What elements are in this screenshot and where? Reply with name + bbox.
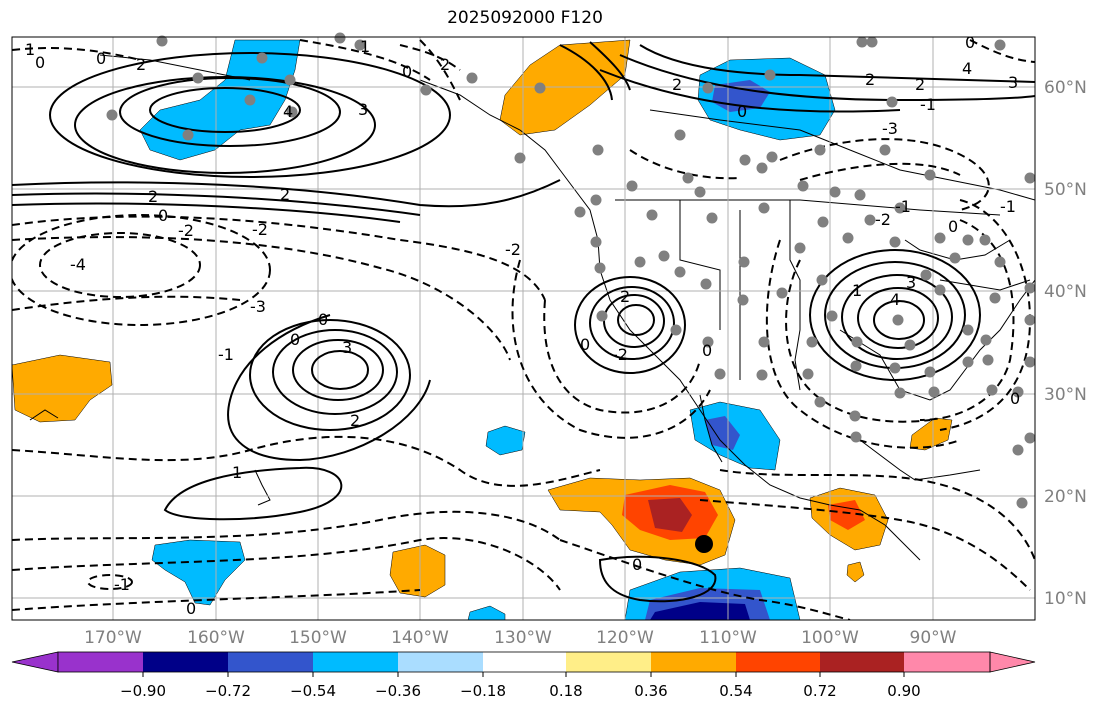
colorbar-segment [398, 652, 483, 672]
colorbar-tick: −0.36 [375, 682, 421, 700]
contour-label: 4 [283, 102, 293, 121]
contour-label: 3 [1008, 73, 1018, 92]
map-frame [11, 36, 1036, 621]
lon-label: 140°W [391, 628, 449, 648]
lon-label: 120°W [596, 628, 654, 648]
contour-label: 2 [350, 411, 360, 430]
contour-label: -2 [612, 345, 628, 364]
latitude-labels: 60°N 50°N 40°N 30°N 20°N 10°N [1044, 78, 1087, 609]
contour-label: 0 [186, 599, 196, 618]
colorbar-segment [904, 652, 990, 672]
colorbar-segment [651, 652, 736, 672]
contour-label: 0 [96, 49, 106, 68]
contour-label: 2 [672, 75, 682, 94]
contour-label: 0 [1010, 389, 1020, 408]
contour-label: 0 [580, 335, 590, 354]
contour-label: -2 [875, 210, 891, 229]
contour-label: 2 [148, 187, 158, 206]
contour-label: 0 [402, 62, 412, 81]
contour-label: 4 [962, 59, 972, 78]
contour-label: -4 [70, 255, 86, 274]
colorbar-tick: 0.18 [549, 682, 582, 700]
contour-label: 2 [136, 55, 146, 74]
colorbar-segment [736, 652, 820, 672]
contour-label: 4 [890, 290, 900, 309]
lon-label: 150°W [289, 628, 347, 648]
lon-label: 130°W [494, 628, 552, 648]
contour-label: 0 [965, 33, 975, 52]
lat-label: 30°N [1044, 385, 1087, 405]
contour-label: -1 [920, 95, 936, 114]
longitude-labels: 170°W 160°W 150°W 140°W 130°W 120°W 110°… [84, 628, 957, 648]
colorbar-segment [566, 652, 651, 672]
colorbar-extend-high [989, 651, 1036, 673]
contour-label: 0 [632, 555, 642, 574]
contour-label: 1 [852, 281, 862, 300]
positive-contours [12, 41, 1035, 603]
contour-label: 0 [35, 53, 45, 72]
contour-label: 1 [25, 40, 35, 59]
colorbar-segment [313, 652, 398, 672]
colorbar-segment [483, 652, 566, 672]
contour-label: 0 [318, 310, 328, 329]
lat-label: 50°N [1044, 180, 1087, 200]
contour-label: 2 [440, 55, 450, 74]
lon-label: 90°W [910, 628, 957, 648]
lon-label: 170°W [84, 628, 142, 648]
colorbar-segment [228, 652, 313, 672]
contour-label: 3 [358, 100, 368, 119]
colorbar-tick: 0.36 [634, 682, 667, 700]
contour-label: -1 [114, 575, 130, 594]
colorbar-tick: −0.72 [205, 682, 251, 700]
colorbar-outline [57, 651, 991, 673]
colorbar-segment [143, 652, 228, 672]
contour-labels: 1 0 0 2 3 4 2 2 0 -2 -2 -4 -3 0 0 3 -1 2… [25, 33, 1020, 618]
contour-label: -2 [252, 220, 268, 239]
contour-label: 0 [737, 102, 747, 121]
contour-label: 0 [290, 330, 300, 349]
anomaly-shading [12, 39, 953, 620]
lon-label: 100°W [801, 628, 859, 648]
lat-label: 20°N [1044, 487, 1087, 507]
lon-label: 110°W [699, 628, 757, 648]
colorbar-extend-low [11, 651, 59, 673]
colorbar-tick: 0.54 [719, 682, 752, 700]
colorbar: −0.90 −0.72 −0.54 −0.36 −0.18 0.18 0.36 … [11, 651, 1036, 700]
contour-label: 2 [915, 75, 925, 94]
contour-label: -3 [250, 297, 266, 316]
contour-label: 3 [906, 273, 916, 292]
lat-label: 40°N [1044, 282, 1087, 302]
contour-label: 0 [948, 217, 958, 236]
contour-label: -2 [178, 221, 194, 240]
lat-label: 60°N [1044, 78, 1087, 98]
contour-label: -1 [218, 345, 234, 364]
contour-label: 1 [232, 463, 242, 482]
coastlines [29, 54, 1035, 561]
contour-label: 3 [342, 338, 352, 357]
contour-label: 0 [158, 206, 168, 225]
contour-label: 2 [865, 70, 875, 89]
colorbar-tick: −0.54 [290, 682, 336, 700]
contour-label: -1 [895, 197, 911, 216]
contour-label: -2 [505, 240, 521, 259]
lon-label: 160°W [187, 628, 245, 648]
colorbar-segment [58, 652, 143, 672]
colorbar-segment [820, 652, 904, 672]
gridlines [12, 37, 1035, 620]
storm-center-marker [695, 535, 713, 553]
colorbar-tick: 0.90 [887, 682, 920, 700]
colorbar-tick: 0.72 [803, 682, 836, 700]
contour-label: -1 [1000, 197, 1016, 216]
contour-label: 2 [280, 185, 290, 204]
map-title: 2025092000 F120 [447, 8, 603, 28]
contour-label: 0 [702, 341, 712, 360]
station-markers [106, 32, 1036, 509]
colorbar-tick: −0.90 [120, 682, 166, 700]
contour-label: 1 [360, 37, 370, 56]
contour-label: 2 [620, 287, 630, 306]
colorbar-tick: −0.18 [460, 682, 506, 700]
contour-label: -3 [882, 119, 898, 138]
lat-label: 10°N [1044, 589, 1087, 609]
